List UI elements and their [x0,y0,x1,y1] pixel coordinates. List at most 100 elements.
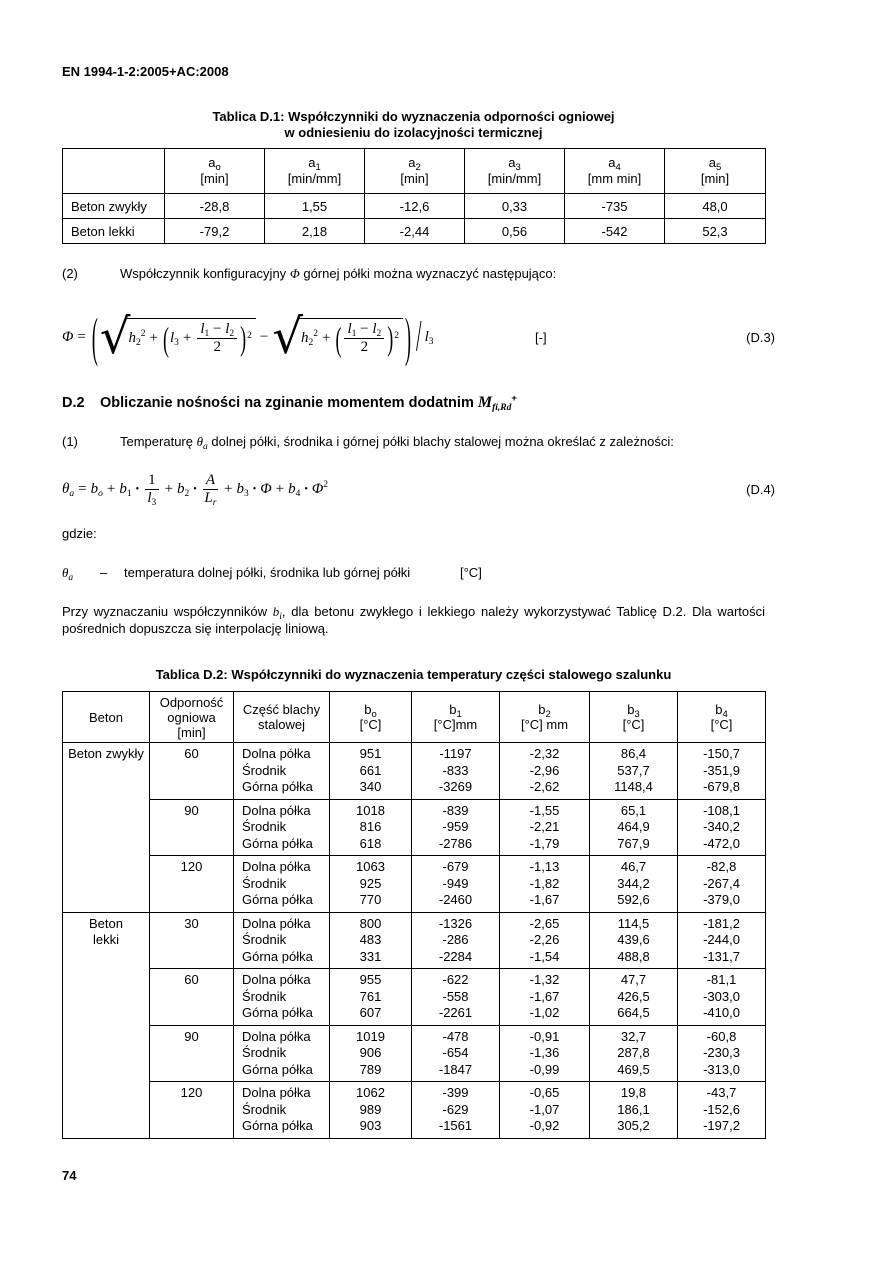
d1-header-col-0: ao [min] [164,148,265,194]
d2-value-cell: 1018 816 618 [329,798,412,856]
d2-header-col-0: Beton [62,691,150,743]
d1-data-row: Beton zwykły -28,8 1,55 -12,6 0,33 -735 48,0 [62,193,766,219]
d2-header-bcol-1-unit: [°C]mm [433,717,478,732]
d2-value-line: -1,82 [529,875,560,891]
equation-d3: Φ = ( √ h22 + ( l3 + l1 − l2 2 )2 − [62,300,775,374]
d2-part-line: Środnik [242,988,287,1004]
d2-part-line: Środnik [242,1045,287,1060]
d2-value-line: -959 [442,819,469,834]
table-d2: Beton Odporność ogniowa [min] Część blachy st… [62,691,766,1139]
d2-header-bcol-2-unit: [°C] mm [520,717,569,732]
d2-block-row: Beton lekki 30 Dolna półka Środnik Górna półk… [62,911,766,1139]
d2-value-line: -1,13 [529,859,560,874]
page-content: EN 1994-1-2:2005+AC:2008 Tablica D.1: Ws… [62,0,775,1139]
d2-value-line: -82,8 [706,859,737,874]
d2-value-line: -60,8 [706,1028,737,1044]
d1-value-cell: 1,55 [264,193,365,219]
d1-data-row: Beton lekki -79,2 2,18 -2,44 0,56 -542 52,3 [62,218,766,244]
open-paren: ( [91,307,98,367]
d2-header-bcol-1: b1 [°C]mm [411,691,500,743]
d2-value-line: -1,36 [529,1045,560,1060]
d2-value-cell: -0,91 -1,36 -0,99 [499,1024,590,1082]
d2-beton-line: Beton [89,915,123,931]
equation-d3-label: (D.3) [746,329,775,345]
document-code: EN 1994-1-2:2005+AC:2008 [62,64,229,79]
d2-value-line: -2,96 [529,762,560,778]
d2-value-cell: -1197 -833 -3269 [411,742,500,800]
d2-value-line: -286 [442,932,469,947]
d2-part-line: Dolna półka [242,859,311,874]
d2-value-line: -1561 [438,1118,473,1133]
table-d1-title-line1: Tablica D.1: Współczynniki do wyznaczeni… [212,109,615,124]
d2-value-cell: -81,1 -303,0 -410,0 [677,968,766,1026]
d2-part-line: Górna półka [242,1061,313,1077]
d2-part-cell: Dolna półka Środnik Górna półka [233,742,330,800]
d2-header-bcol-0-subscript: o [371,709,377,720]
d1-header-col-3: a3 [min/mm] [464,148,565,194]
d2-block-row: 120 Dolna półka Środnik Górna półka 1062 989 9… [63,1081,766,1139]
d2-value-cell: -60,8 -230,3 -313,0 [677,1024,766,1082]
bullet-operator: • [193,483,197,495]
d2-value-line: -478 [442,1028,469,1044]
d2-value-cell: -1,32 -1,67 -1,02 [499,968,590,1026]
paragraph-1-text: Temperaturę θa dolnej półki, środnika i … [120,434,674,452]
d2-header-bcol-0: bo [°C] [329,691,412,743]
d2-header-bcol-4-subscript: 4 [722,709,728,720]
d1-header-col-4-unit: [mm min] [587,171,642,186]
d1-header-col-0-symbol: ao [208,155,221,173]
d2-part-line: Środnik [242,932,287,947]
d2-header-bcol-4: b4 [°C] [677,691,766,743]
d2-value-line: -622 [442,972,469,987]
d2-value-line: 906 [359,1045,382,1060]
d1-header-col-5-unit: [min] [700,171,730,186]
d2-value-cell: -82,8 -267,4 -379,0 [677,855,766,913]
d2-value-cell: -2,65 -2,26 -1,54 [499,911,590,969]
d2-part-line: Dolna półka [242,1085,311,1100]
equation-d4-formula: θa = bo + b1 • 1 l3 + b2 • A Lr + b3 • Φ… [62,471,329,508]
fraction: l1 − l2 2 [344,322,385,355]
d2-value-line: 903 [359,1118,382,1133]
radical-icon: √ [99,309,131,365]
d1-header-col-0-subscript: o [215,162,221,173]
d2-value-line: -108,1 [703,802,740,818]
d2-value-line: 800 [359,915,382,931]
d2-value-line: -2786 [438,835,473,851]
d2-value-cell: -839 -959 -2786 [411,798,500,856]
d2-value-line: 537,7 [617,762,650,778]
d1-header-row: ao [min] a1 [min/mm] a2 [min] a3 [min/mm] a4 [mm … [62,148,766,194]
d2-value-line: 951 [359,746,382,761]
d2-header-bcol-0-symbol: bo [364,702,377,720]
d2-block-row: 60 Dolna półka Środnik Górna półka 955 761 607… [63,968,766,1026]
d2-value-line: -2,21 [529,819,560,834]
d2-value-line: 767,9 [617,835,650,851]
d2-part-line: Dolna półka [242,915,311,931]
d1-header-col-1-unit: [min/mm] [287,171,342,186]
d2-value-cell: -679 -949 -2460 [411,855,500,913]
d2-value-line: 1019 [356,1028,385,1044]
d2-value-line: -949 [442,875,469,891]
d2-value-line: -303,0 [703,988,740,1004]
table-d1-title: Tablica D.1: Współczynniki do wyznaczeni… [62,109,765,141]
d2-value-line: 488,8 [617,948,650,964]
d2-value-line: -313,0 [703,1061,740,1077]
paragraph-1-number: (1) [62,434,78,449]
d2-value-line: -1,67 [529,892,560,907]
d2-value-line: -43,7 [706,1085,737,1100]
d2-header-bcol-1-symbol: b1 [449,702,462,720]
d2-value-line: 1062 [356,1085,385,1100]
d2-value-line: -267,4 [703,875,740,891]
definition-dash: – [100,565,108,580]
d2-part-cell: Dolna półka Środnik Górna półka [233,1081,330,1139]
d2-header-bcol-1-subscript: 1 [456,709,462,720]
d2-header-line: Część blachy [242,702,321,717]
d2-value-line: -1847 [438,1061,473,1077]
d2-value-line: -1,02 [529,1005,560,1020]
d2-header-bcol-4-symbol: b4 [715,702,728,720]
paragraph-2-text: Współczynnik konfiguracyjny Φ górnej pół… [120,266,557,281]
d2-value-line: 32,7 [620,1028,647,1044]
d2-value-line: -1,07 [529,1101,560,1117]
page-number: 74 [62,1168,77,1183]
d2-value-line: 1018 [356,802,385,818]
d2-part-line: Środnik [242,1101,287,1117]
d1-header-col-0-unit: [min] [200,171,229,186]
